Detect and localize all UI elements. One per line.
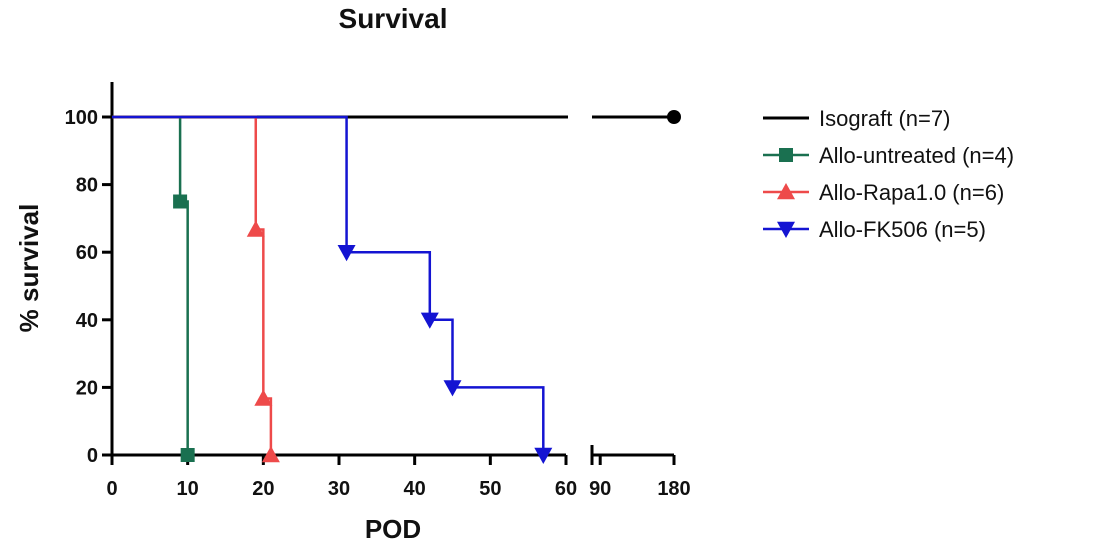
legend-item-allo-fk506: Allo-FK506 (n=5) (763, 217, 986, 242)
axes: 0 20 40 60 80 100 0 10 20 30 40 50 60 90 180 (65, 82, 691, 500)
legend-swatch-marker (779, 148, 793, 162)
legend-swatch-marker (777, 221, 795, 238)
data-point-isograft (667, 110, 681, 124)
x-tick-label: 40 (404, 478, 426, 500)
x-tick-label: 50 (479, 478, 501, 500)
x-tick-label: 90 (589, 478, 611, 500)
data-point-allo-fk506 (420, 312, 439, 329)
x-tick-label: 0 (106, 478, 117, 500)
legend-item-isograft: Isograft (n=7) (763, 106, 950, 131)
y-tick-label: 40 (76, 310, 98, 332)
y-tick-label: 60 (76, 242, 98, 264)
legend-label: Allo-Rapa1.0 (n=6) (819, 180, 1004, 205)
x-tick-label: 20 (252, 478, 274, 500)
y-axis-label: % survival (14, 204, 44, 333)
data-point-allo-untreated (173, 194, 188, 209)
data-point-allo-untreated (180, 448, 195, 462)
series-line-allo-fk506 (112, 115, 545, 455)
legend-label: Allo-FK506 (n=5) (819, 217, 986, 242)
legend: Isograft (n=7) Allo-untreated (n=4) Allo-R… (763, 106, 1014, 242)
x-tick-label: 180 (657, 478, 690, 500)
y-tick-label: 100 (65, 107, 98, 129)
legend-item-allo-rapa1-0: Allo-Rapa1.0 (n=6) (763, 180, 1004, 205)
data-point-allo-fk506 (443, 380, 462, 397)
y-tick-label: 0 (87, 445, 98, 467)
x-tick-label: 60 (555, 478, 577, 500)
series-allo-rapa1-0 (112, 115, 280, 463)
series-allo-fk506 (112, 115, 553, 464)
chart-title: Survival (339, 3, 448, 34)
y-tick-label: 20 (76, 377, 98, 399)
legend-swatch-marker (777, 183, 795, 200)
x-axis-label: POD (365, 514, 421, 544)
y-tick-label: 80 (76, 175, 98, 197)
data-point-allo-fk506 (337, 245, 356, 262)
legend-label: Allo-untreated (n=4) (819, 143, 1014, 168)
series-allo-untreated (112, 115, 195, 462)
data-point-allo-fk506 (534, 447, 553, 464)
series-line-allo-rapa1-0 (112, 115, 273, 455)
legend-item-allo-untreated: Allo-untreated (n=4) (763, 143, 1014, 168)
data-point-allo-rapa1-0 (254, 389, 273, 406)
data-point-allo-rapa1-0 (246, 220, 265, 237)
x-tick-label: 30 (328, 478, 350, 500)
series-line-allo-untreated (112, 115, 189, 455)
series-layer (112, 110, 681, 464)
data-point-allo-rapa1-0 (261, 446, 280, 463)
x-tick-label: 10 (177, 478, 199, 500)
legend-label: Isograft (n=7) (819, 106, 950, 131)
